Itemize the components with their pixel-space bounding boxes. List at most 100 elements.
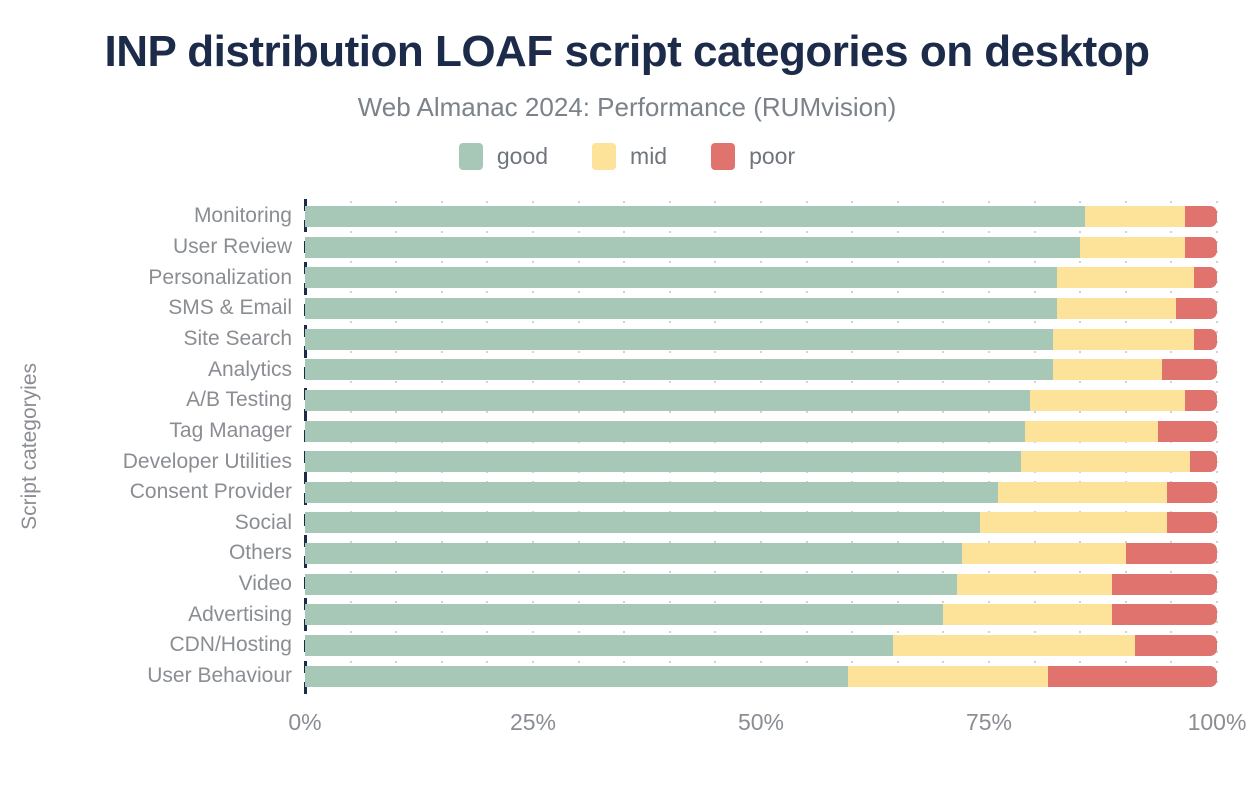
bar-row bbox=[305, 385, 1217, 416]
x-axis-tick-label: 75% bbox=[965, 709, 1013, 736]
category-labels: Monitoring User Review Personalization SMS … bbox=[60, 201, 305, 691]
bar-segment-good bbox=[305, 512, 980, 534]
bar-segment-mid bbox=[1057, 267, 1195, 289]
bar-segment-good bbox=[305, 573, 958, 595]
gridline bbox=[486, 201, 489, 692]
stacked-bar bbox=[305, 512, 1217, 534]
legend-item-poor: poor bbox=[711, 142, 795, 170]
bar-row bbox=[305, 477, 1217, 508]
x-axis-tick-label: 25% bbox=[509, 709, 557, 736]
bar-segment-good bbox=[305, 665, 848, 687]
legend-swatch-mid bbox=[592, 142, 617, 170]
stacked-bar bbox=[305, 451, 1217, 473]
bar-segment-poor bbox=[1185, 389, 1217, 411]
bar-row bbox=[305, 446, 1217, 477]
stacked-bar bbox=[305, 328, 1217, 350]
stacked-bar bbox=[305, 420, 1217, 442]
bar-segment-good bbox=[305, 543, 962, 565]
legend-label: mid bbox=[630, 142, 668, 169]
stacked-bar bbox=[305, 573, 1217, 595]
bar-segment-mid bbox=[979, 512, 1167, 534]
x-axis-tick-label: 0% bbox=[288, 709, 322, 736]
gridline bbox=[988, 201, 990, 692]
chart-card: INP distribution LOAF script categories … bbox=[0, 27, 1254, 802]
category-label: Social bbox=[234, 510, 292, 534]
bar-row bbox=[305, 630, 1217, 661]
chart-title: INP distribution LOAF script categories … bbox=[104, 27, 1151, 76]
chart-legend: good mid poor bbox=[0, 142, 1254, 170]
bar-segment-good bbox=[305, 451, 1021, 473]
bar-row bbox=[305, 324, 1217, 355]
y-axis-line bbox=[304, 199, 307, 702]
gridline bbox=[896, 201, 899, 692]
y-axis-title-wrap: Script categoryies bbox=[0, 201, 60, 691]
stacked-bar bbox=[305, 634, 1217, 656]
bar-segment-poor bbox=[1185, 236, 1217, 258]
stacked-bar bbox=[305, 236, 1217, 258]
bar-row bbox=[305, 201, 1217, 232]
bar-segment-poor bbox=[1125, 543, 1217, 565]
bar-segment-good bbox=[305, 298, 1058, 320]
category-label: User Review bbox=[172, 235, 292, 259]
stacked-bar bbox=[305, 481, 1217, 503]
category-label: Developer Utilities bbox=[122, 449, 292, 473]
x-axis-tick-label: 100% bbox=[1187, 709, 1247, 736]
bar-segment-poor bbox=[1166, 512, 1217, 534]
bar-segment-poor bbox=[1185, 206, 1217, 228]
bar-segment-mid bbox=[847, 665, 1049, 687]
bar-segment-mid bbox=[943, 604, 1113, 626]
bar-segment-mid bbox=[1052, 328, 1195, 350]
bar-row bbox=[305, 293, 1217, 324]
category-label: Personalization bbox=[148, 265, 292, 289]
chart-subtitle: Web Almanac 2024: Performance (RUMvision… bbox=[357, 92, 897, 123]
gridline bbox=[577, 201, 580, 692]
bar-segment-poor bbox=[1162, 359, 1217, 381]
gridline bbox=[668, 201, 671, 692]
bar-row bbox=[305, 232, 1217, 263]
bar-segment-good bbox=[305, 236, 1081, 258]
legend-item-mid: mid bbox=[592, 142, 668, 170]
bar-segment-good bbox=[305, 604, 944, 626]
bar-segment-mid bbox=[1057, 298, 1176, 320]
gridline bbox=[1216, 201, 1218, 692]
gridline bbox=[1124, 201, 1127, 692]
gridline bbox=[532, 201, 534, 692]
bar-segment-poor bbox=[1112, 573, 1217, 595]
category-label: User Behaviour bbox=[147, 664, 292, 687]
bar-row bbox=[305, 661, 1217, 692]
bar-segment-poor bbox=[1157, 420, 1217, 442]
stacked-bar bbox=[305, 359, 1217, 381]
bar-row bbox=[305, 569, 1217, 600]
bar-segment-good bbox=[305, 389, 1031, 411]
bar-segment-good bbox=[305, 420, 1026, 442]
gridline bbox=[714, 201, 717, 692]
gridline bbox=[623, 201, 626, 692]
bar-rows bbox=[305, 201, 1217, 691]
bar-segment-good bbox=[305, 328, 1053, 350]
bar-segment-mid bbox=[998, 481, 1167, 503]
stacked-bar bbox=[305, 206, 1217, 228]
legend-label: good bbox=[496, 142, 549, 169]
bar-segment-mid bbox=[1080, 236, 1186, 258]
bar-segment-good bbox=[305, 634, 894, 656]
gridline bbox=[805, 201, 808, 692]
gridline bbox=[1170, 201, 1173, 692]
bar-row bbox=[305, 263, 1217, 294]
category-label: Video bbox=[238, 572, 292, 596]
category-label: Consent Provider bbox=[129, 480, 292, 504]
stacked-bar bbox=[305, 267, 1217, 289]
legend-swatch-good bbox=[458, 142, 483, 170]
stacked-bar bbox=[305, 298, 1217, 320]
gridline bbox=[942, 201, 945, 692]
bar-segment-good bbox=[305, 267, 1058, 289]
bar-row bbox=[305, 355, 1217, 386]
category-label: A/B Testing bbox=[186, 388, 292, 412]
bar-segment-poor bbox=[1189, 451, 1217, 473]
x-axis: 0% 25% 50% 75% 100% bbox=[288, 709, 1246, 736]
gridline bbox=[440, 201, 443, 692]
bar-segment-poor bbox=[1175, 298, 1217, 320]
bar-segment-mid bbox=[1020, 451, 1190, 473]
category-label: Others bbox=[228, 541, 292, 565]
x-axis-tick-label: 50% bbox=[737, 709, 785, 736]
bar-segment-poor bbox=[1194, 267, 1217, 289]
